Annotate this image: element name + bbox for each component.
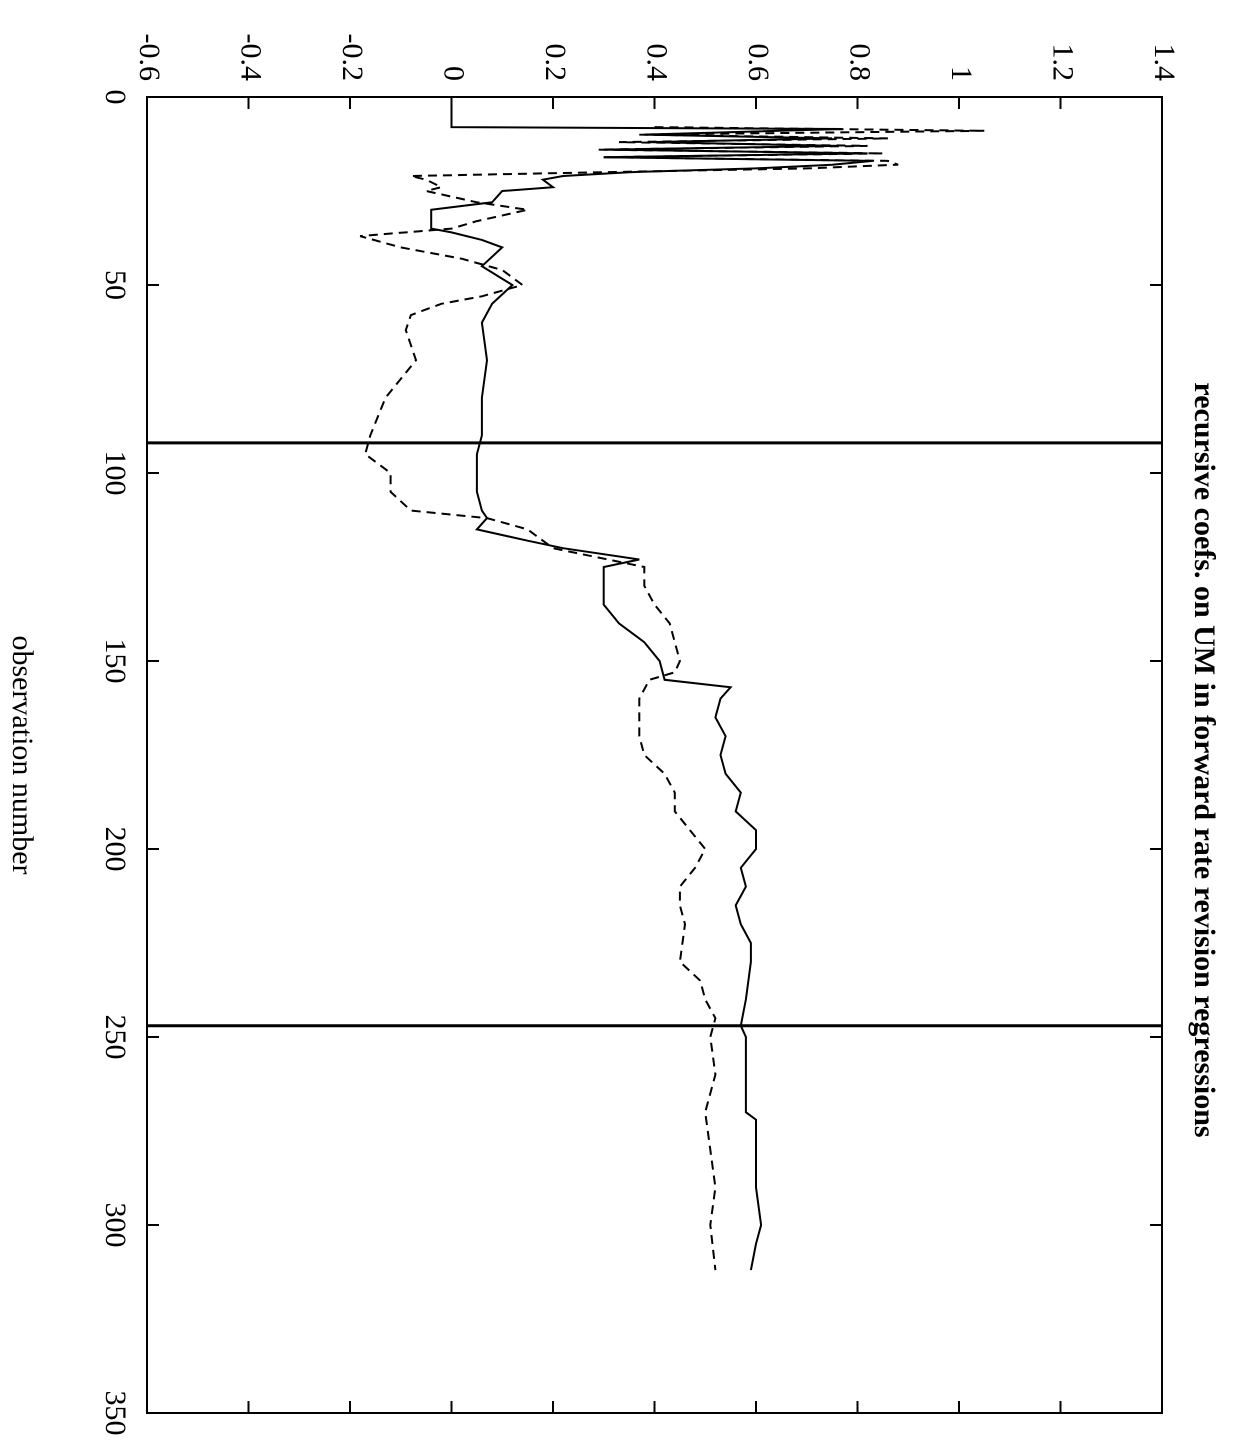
x-tick-label: 350 (99, 1391, 132, 1436)
x-tick-label: 50 (99, 270, 132, 300)
y-tick-label: 1.2 (1047, 44, 1080, 82)
x-tick-label: 250 (99, 1015, 132, 1060)
x-tick-label: 100 (99, 451, 132, 496)
x-tick-label: 0 (99, 90, 132, 105)
data-line (359, 126, 985, 1271)
x-tick-label: 150 (99, 639, 132, 684)
y-tick-label: 0 (438, 66, 471, 81)
y-tick-label: -0.2 (336, 34, 369, 82)
y-tick-label: 0.8 (844, 44, 877, 82)
chart-title: recursive coefs. on UM in forward rate r… (1188, 382, 1221, 1137)
data-line (430, 97, 873, 1271)
y-tick-label: -0.6 (133, 34, 166, 82)
plot-frame (146, 96, 1163, 1414)
y-tick-label: 1 (945, 66, 978, 81)
y-tick-label: -0.4 (235, 34, 268, 82)
rotated-plot: recursive coefs. on UM in forward rate r… (6, 34, 1221, 1436)
y-tick-label: 1.4 (1148, 44, 1181, 82)
y-tick-label: 0.4 (641, 44, 674, 82)
y-tick-label: 0.6 (742, 44, 775, 82)
x-axis-label: observation number (6, 635, 39, 874)
x-tick-label: 200 (99, 827, 132, 872)
y-tick-label: 0.2 (539, 44, 572, 82)
x-tick-label: 300 (99, 1203, 132, 1248)
